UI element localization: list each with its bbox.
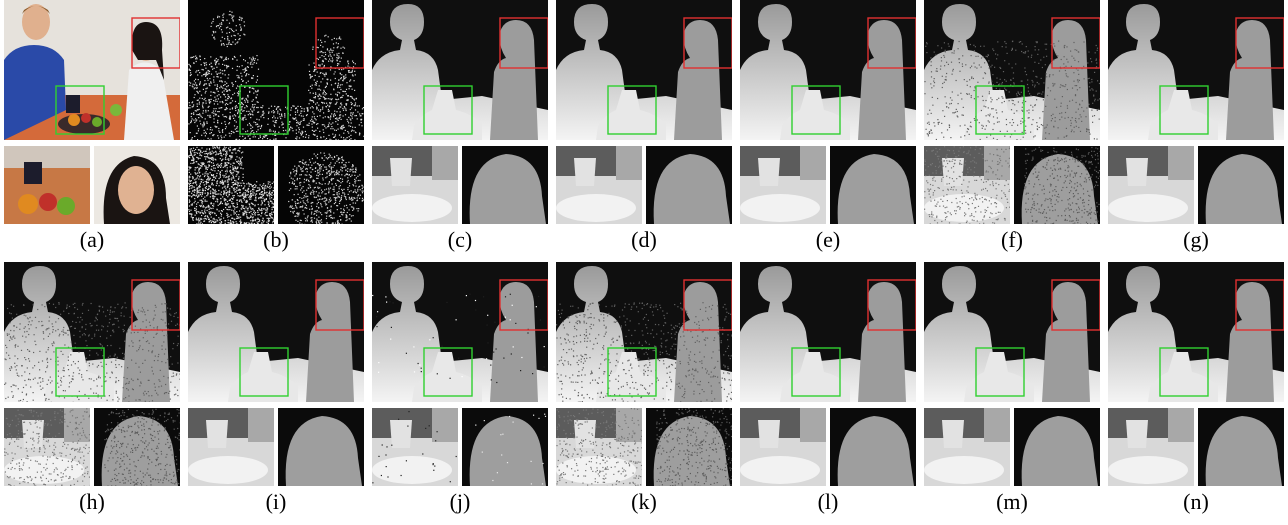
panel-b-crop-green-region [188,146,274,224]
panel-a: (a) [4,0,180,252]
panel-caption: (c) [447,227,473,252]
panel-n-full-image [1108,262,1284,402]
panel-i-zoomed-crops [188,408,364,486]
panel-n-crop-green-region [1108,408,1194,486]
panel-f: (f) [924,0,1100,252]
panel-b-zoomed-crops [188,146,364,224]
panel-e-full-image [740,0,916,140]
panel-i-crop-green-region [188,408,274,486]
panel-l-crop-red-region [830,408,916,486]
panel-a-full-image [4,0,180,140]
panel-e-crop-red-region [830,146,916,224]
panel-k-full-image [556,262,732,402]
panel-d-crop-green-region [556,146,642,224]
panel-l-zoomed-crops [740,408,916,486]
panel-m-crop-red-region [1014,408,1100,486]
panel-i: (i) [188,262,364,514]
panel-d-crop-red-region [646,146,732,224]
panel-c-crop-green-region [372,146,458,224]
panel-m-full-image [924,262,1100,402]
panel-k-zoomed-crops [556,408,732,486]
panel-d: (d) [556,0,732,252]
panel-f-crop-red-region [1014,146,1100,224]
panel-g-crop-red-region [1198,146,1284,224]
panel-e-zoomed-crops [740,146,916,224]
panel-caption: (l) [817,489,839,514]
panel-h-crop-red-region [94,408,180,486]
panel-a-crop-green-region [4,146,90,224]
panel-m-zoomed-crops [924,408,1100,486]
panel-f-full-image [924,0,1100,140]
panel-a-crop-red-region [94,146,180,224]
panel-caption: (m) [996,489,1028,514]
panel-caption: (b) [263,227,289,252]
panel-c-full-image [372,0,548,140]
panel-caption: (e) [815,227,841,252]
panel-h-zoomed-crops [4,408,180,486]
panel-caption: (n) [1183,489,1209,514]
panel-k-crop-red-region [646,408,732,486]
panel-g-crop-green-region [1108,146,1194,224]
panel-d-zoomed-crops [556,146,732,224]
panel-m-crop-green-region [924,408,1010,486]
panel-h-crop-green-region [4,408,90,486]
panel-l-crop-green-region [740,408,826,486]
panel-caption: (d) [631,227,657,252]
panel-a-zoomed-crops [4,146,180,224]
panel-j-zoomed-crops [372,408,548,486]
panel-e-crop-green-region [740,146,826,224]
panel-i-crop-red-region [278,408,364,486]
panel-j: (j) [372,262,548,514]
panel-j-crop-red-region [462,408,548,486]
panel-l-full-image [740,262,916,402]
panel-caption: (j) [449,489,471,514]
panel-c-crop-red-region [462,146,548,224]
panel-caption: (a) [79,227,105,252]
panel-b-crop-red-region [278,146,364,224]
panel-n-zoomed-crops [1108,408,1284,486]
panel-d-full-image [556,0,732,140]
panel-l: (l) [740,262,916,514]
panel-k-crop-green-region [556,408,642,486]
panel-caption: (k) [631,489,657,514]
panel-k: (k) [556,262,732,514]
panel-h-full-image [4,262,180,402]
panel-f-zoomed-crops [924,146,1100,224]
panel-caption: (i) [265,489,287,514]
panel-i-full-image [188,262,364,402]
panel-c: (c) [372,0,548,252]
panel-n: (n) [1108,262,1284,514]
panel-g: (g) [1108,0,1284,252]
panel-j-full-image [372,262,548,402]
panel-b: (b) [188,0,364,252]
panel-g-full-image [1108,0,1284,140]
panel-g-zoomed-crops [1108,146,1284,224]
panel-caption: (f) [1001,227,1023,252]
panel-c-zoomed-crops [372,146,548,224]
panel-e: (e) [740,0,916,252]
panel-j-crop-green-region [372,408,458,486]
panel-h: (h) [4,262,180,514]
panel-n-crop-red-region [1198,408,1284,486]
panel-caption: (h) [79,489,105,514]
panel-f-crop-green-region [924,146,1010,224]
panel-m: (m) [924,262,1100,514]
panel-caption: (g) [1183,227,1209,252]
panel-b-full-image [188,0,364,140]
